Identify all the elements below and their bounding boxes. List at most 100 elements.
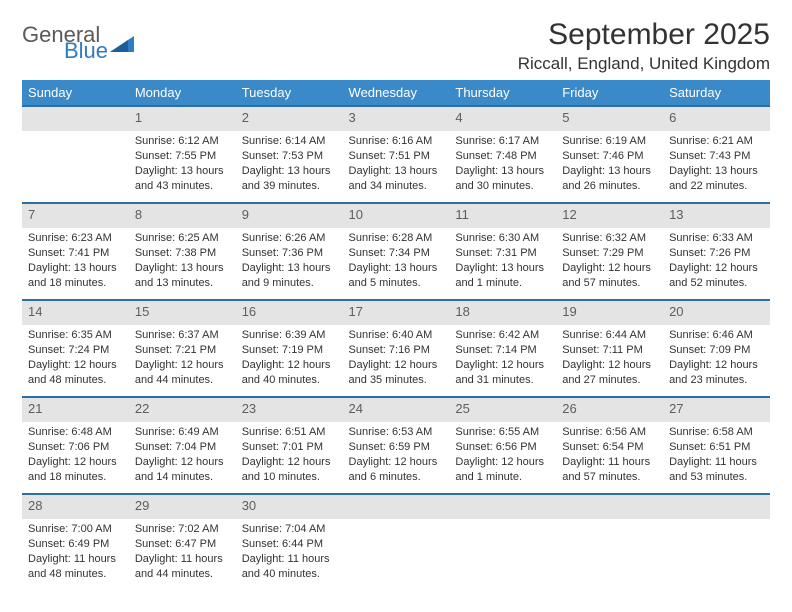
sunrise-text: Sunrise: 6:25 AM — [135, 231, 230, 246]
day-number: 24 — [343, 397, 450, 422]
sunset-text: Sunset: 6:51 PM — [669, 440, 764, 455]
week-content-row: Sunrise: 7:00 AMSunset: 6:49 PMDaylight:… — [22, 519, 770, 590]
sunrise-text: Sunrise: 6:14 AM — [242, 134, 337, 149]
day-cell: Sunrise: 6:49 AMSunset: 7:04 PMDaylight:… — [129, 422, 236, 494]
day-number: 2 — [236, 106, 343, 131]
day-cell: Sunrise: 6:51 AMSunset: 7:01 PMDaylight:… — [236, 422, 343, 494]
sunrise-text: Sunrise: 6:35 AM — [28, 328, 123, 343]
day-number: 4 — [449, 106, 556, 131]
logo-triangle-icon — [110, 34, 136, 54]
daylight-text: Daylight: 11 hours and 48 minutes. — [28, 552, 123, 582]
day-number: 28 — [22, 494, 129, 519]
sunrise-text: Sunrise: 6:42 AM — [455, 328, 550, 343]
sunrise-text: Sunrise: 6:21 AM — [669, 134, 764, 149]
day-cell: Sunrise: 6:46 AMSunset: 7:09 PMDaylight:… — [663, 325, 770, 397]
day-number: 19 — [556, 300, 663, 325]
calendar-table: Sunday Monday Tuesday Wednesday Thursday… — [22, 80, 770, 590]
day-cell — [663, 519, 770, 590]
page-title: September 2025 — [518, 18, 770, 52]
sunset-text: Sunset: 7:31 PM — [455, 246, 550, 261]
day-number: 9 — [236, 203, 343, 228]
daylight-text: Daylight: 11 hours and 40 minutes. — [242, 552, 337, 582]
calendar-body: 123456Sunrise: 6:12 AMSunset: 7:55 PMDay… — [22, 106, 770, 590]
daylight-text: Daylight: 12 hours and 18 minutes. — [28, 455, 123, 485]
day-number — [343, 494, 450, 519]
day-cell: Sunrise: 6:44 AMSunset: 7:11 PMDaylight:… — [556, 325, 663, 397]
day-cell: Sunrise: 6:37 AMSunset: 7:21 PMDaylight:… — [129, 325, 236, 397]
logo: General Blue — [22, 18, 136, 62]
week-num-row: 21222324252627 — [22, 397, 770, 422]
sunset-text: Sunset: 7:34 PM — [349, 246, 444, 261]
day-number: 26 — [556, 397, 663, 422]
sunset-text: Sunset: 7:26 PM — [669, 246, 764, 261]
sunset-text: Sunset: 7:21 PM — [135, 343, 230, 358]
daylight-text: Daylight: 12 hours and 10 minutes. — [242, 455, 337, 485]
day-cell: Sunrise: 6:16 AMSunset: 7:51 PMDaylight:… — [343, 131, 450, 203]
day-cell: Sunrise: 6:19 AMSunset: 7:46 PMDaylight:… — [556, 131, 663, 203]
day-cell: Sunrise: 6:32 AMSunset: 7:29 PMDaylight:… — [556, 228, 663, 300]
day-number: 6 — [663, 106, 770, 131]
sunrise-text: Sunrise: 6:51 AM — [242, 425, 337, 440]
daylight-text: Daylight: 11 hours and 44 minutes. — [135, 552, 230, 582]
sunrise-text: Sunrise: 6:39 AM — [242, 328, 337, 343]
sunset-text: Sunset: 7:14 PM — [455, 343, 550, 358]
daylight-text: Daylight: 13 hours and 1 minute. — [455, 261, 550, 291]
daylight-text: Daylight: 12 hours and 44 minutes. — [135, 358, 230, 388]
week-num-row: 78910111213 — [22, 203, 770, 228]
daylight-text: Daylight: 12 hours and 48 minutes. — [28, 358, 123, 388]
sunrise-text: Sunrise: 7:04 AM — [242, 522, 337, 537]
sunrise-text: Sunrise: 7:00 AM — [28, 522, 123, 537]
week-content-row: Sunrise: 6:23 AMSunset: 7:41 PMDaylight:… — [22, 228, 770, 300]
daylight-text: Daylight: 13 hours and 5 minutes. — [349, 261, 444, 291]
day-cell: Sunrise: 6:12 AMSunset: 7:55 PMDaylight:… — [129, 131, 236, 203]
sunrise-text: Sunrise: 6:28 AM — [349, 231, 444, 246]
sunrise-text: Sunrise: 6:23 AM — [28, 231, 123, 246]
day-number — [22, 106, 129, 131]
sunrise-text: Sunrise: 6:26 AM — [242, 231, 337, 246]
logo-text: General Blue — [22, 24, 108, 62]
page: General Blue September 2025 Riccall, Eng… — [0, 0, 792, 600]
sunset-text: Sunset: 6:59 PM — [349, 440, 444, 455]
day-number: 1 — [129, 106, 236, 131]
sunset-text: Sunset: 6:44 PM — [242, 537, 337, 552]
sunset-text: Sunset: 7:51 PM — [349, 149, 444, 164]
day-number: 14 — [22, 300, 129, 325]
day-number: 7 — [22, 203, 129, 228]
day-cell — [343, 519, 450, 590]
sunrise-text: Sunrise: 6:46 AM — [669, 328, 764, 343]
day-cell: Sunrise: 6:35 AMSunset: 7:24 PMDaylight:… — [22, 325, 129, 397]
col-saturday: Saturday — [663, 80, 770, 106]
daylight-text: Daylight: 12 hours and 35 minutes. — [349, 358, 444, 388]
sunset-text: Sunset: 6:47 PM — [135, 537, 230, 552]
day-number: 12 — [556, 203, 663, 228]
day-number: 11 — [449, 203, 556, 228]
sunset-text: Sunset: 7:01 PM — [242, 440, 337, 455]
sunset-text: Sunset: 7:24 PM — [28, 343, 123, 358]
daylight-text: Daylight: 13 hours and 39 minutes. — [242, 164, 337, 194]
day-number: 18 — [449, 300, 556, 325]
location: Riccall, England, United Kingdom — [518, 54, 770, 74]
col-monday: Monday — [129, 80, 236, 106]
daylight-text: Daylight: 12 hours and 31 minutes. — [455, 358, 550, 388]
daylight-text: Daylight: 11 hours and 57 minutes. — [562, 455, 657, 485]
sunset-text: Sunset: 7:43 PM — [669, 149, 764, 164]
sunset-text: Sunset: 7:48 PM — [455, 149, 550, 164]
day-number: 17 — [343, 300, 450, 325]
sunrise-text: Sunrise: 6:55 AM — [455, 425, 550, 440]
sunrise-text: Sunrise: 6:40 AM — [349, 328, 444, 343]
day-cell — [22, 131, 129, 203]
day-number: 10 — [343, 203, 450, 228]
col-tuesday: Tuesday — [236, 80, 343, 106]
sunrise-text: Sunrise: 6:58 AM — [669, 425, 764, 440]
day-number: 3 — [343, 106, 450, 131]
sunrise-text: Sunrise: 6:56 AM — [562, 425, 657, 440]
daylight-text: Daylight: 12 hours and 14 minutes. — [135, 455, 230, 485]
day-cell: Sunrise: 6:48 AMSunset: 7:06 PMDaylight:… — [22, 422, 129, 494]
daylight-text: Daylight: 13 hours and 34 minutes. — [349, 164, 444, 194]
day-number: 16 — [236, 300, 343, 325]
sunrise-text: Sunrise: 6:33 AM — [669, 231, 764, 246]
sunrise-text: Sunrise: 6:32 AM — [562, 231, 657, 246]
daylight-text: Daylight: 13 hours and 9 minutes. — [242, 261, 337, 291]
daylight-text: Daylight: 13 hours and 22 minutes. — [669, 164, 764, 194]
day-cell: Sunrise: 7:02 AMSunset: 6:47 PMDaylight:… — [129, 519, 236, 590]
